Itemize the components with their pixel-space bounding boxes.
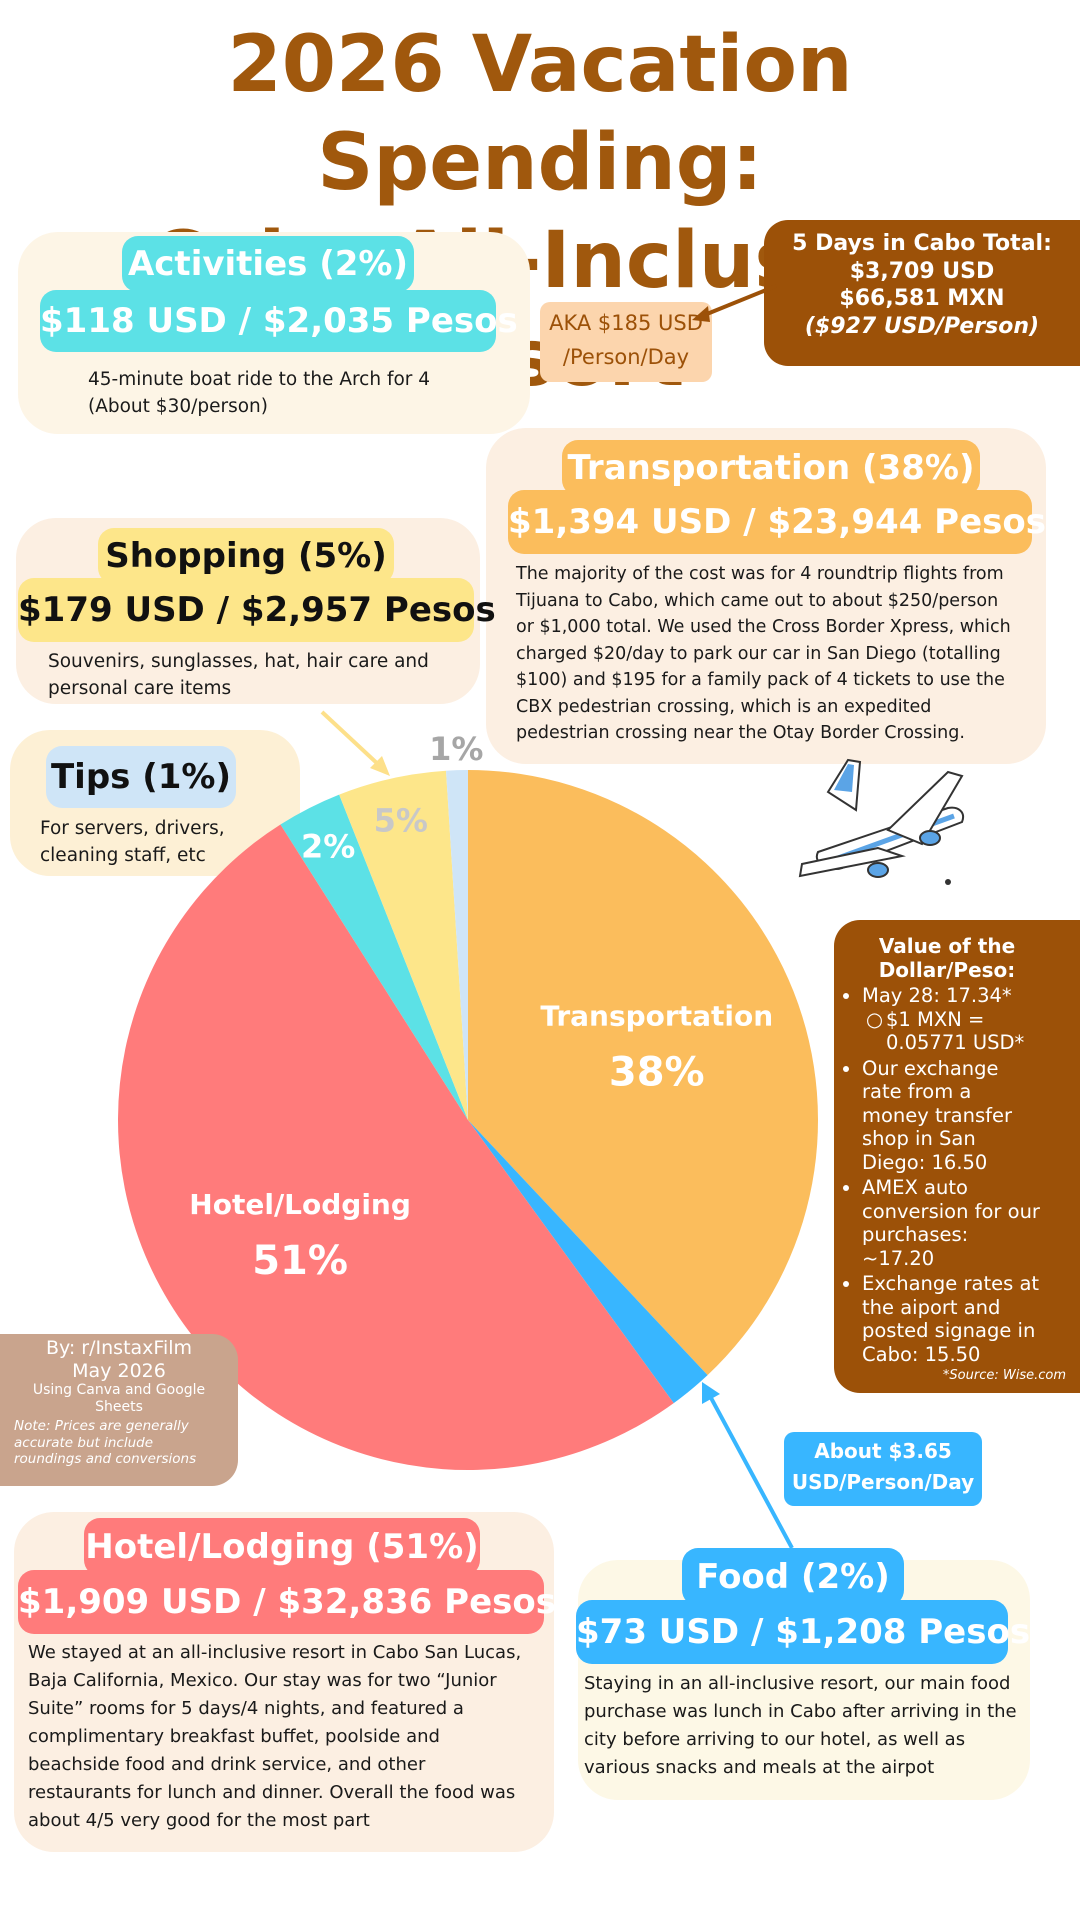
credit-note-line-2: accurate but include xyxy=(14,1434,154,1451)
credit-line-3: Using Canva and Google xyxy=(32,1382,206,1398)
transportation-desc-line: or $1,000 total. We used the Cross Borde… xyxy=(516,617,1011,637)
tips-description: For servers, drivers, cleaning staff, et… xyxy=(40,815,290,869)
exchange-item: Exchange rates at the aiport and posted … xyxy=(862,1272,1044,1366)
hotel-description: We stayed at an all-inclusive resort in … xyxy=(28,1639,554,1835)
exchange-rate-list: May 28: 17.34* ○ $1 MXN = 0.05771 USD* O… xyxy=(834,984,1080,1366)
exchange-rate-box: Value of the Dollar/Peso: May 28: 17.34*… xyxy=(834,920,1080,1393)
exchange-item: Our exchange rate from a money transfer … xyxy=(862,1057,1044,1175)
pie-percent-label: 2% xyxy=(301,828,355,866)
exchange-item: May 28: 17.34* ○ $1 MXN = 0.05771 USD* xyxy=(862,984,1080,1055)
pie-percent-label: 1% xyxy=(429,730,483,768)
exchange-item: AMEX auto conversion for our purchases: … xyxy=(862,1176,1044,1270)
activities-description: 45-minute boat ride to the Arch for 4 (A… xyxy=(88,366,508,420)
transportation-desc-line: $100) and $195 for a family pack of 4 ti… xyxy=(516,670,1005,690)
exchange-title-line-1: Value of the xyxy=(878,934,1016,958)
food-amount: $73 USD / $1,208 Pesos xyxy=(576,1600,1030,1664)
transportation-amount: $1,394 USD / $23,944 Pesos xyxy=(508,490,1046,554)
hotel-desc-line: about 4/5 very good for the most part xyxy=(28,1810,370,1831)
credit-line-4: Sheets xyxy=(95,1399,143,1415)
exchange-sub-line-1: $1 MXN = xyxy=(886,1007,985,1031)
shopping-heading: Shopping (5%) xyxy=(98,528,394,584)
food-arrow xyxy=(702,1382,794,1549)
food-desc-line: Staying in an all-inclusive resort, our … xyxy=(584,1673,1011,1694)
spending-pie-chart: Transportation 38% Hotel/Lodging 51% 2% 5% 1% xyxy=(117,730,818,1471)
total-line-1: 5 Days in Cabo Total: xyxy=(792,231,1052,256)
activities-amount: $118 USD / $2,035 Pesos xyxy=(40,290,518,352)
per-person-day-box: AKA $185 USD /Person/Day xyxy=(540,302,712,382)
total-box: 5 Days in Cabo Total: $3,709 USD $66,581… xyxy=(764,220,1080,366)
hotel-desc-line: complimentary breakfast buffet, poolside… xyxy=(28,1726,440,1747)
transportation-description: The majority of the cost was for 4 round… xyxy=(516,561,1036,747)
exchange-title-line-2: Dollar/Peso: xyxy=(878,958,1016,982)
food-description: Staying in an all-inclusive resort, our … xyxy=(584,1670,1024,1782)
transportation-desc-line: charged $20/day to park our car in San D… xyxy=(516,643,1001,664)
credit-note-line-1: Note: Prices are generally xyxy=(14,1418,189,1434)
shopping-arrow xyxy=(320,710,390,776)
shopping-desc-line-1: Souvenirs, sunglasses, hat, hair care an… xyxy=(48,651,429,672)
credit-note-line-3: roundings and conversions xyxy=(14,1451,197,1467)
total-arrow xyxy=(692,284,777,322)
pie-svg: Transportation 38% Hotel/Lodging 51% 2% 5%1% xyxy=(117,730,818,1471)
tips-desc-line-1: For servers, drivers, xyxy=(40,818,225,839)
total-line-4: ($927 USD/Person) xyxy=(804,313,1040,339)
transportation-heading: Transportation (38%) xyxy=(562,440,980,496)
tips-heading: Tips (1%) xyxy=(46,746,236,808)
hotel-desc-line: We stayed at an all-inclusive resort in … xyxy=(28,1642,522,1663)
credit-line-2: May 2026 xyxy=(72,1360,166,1382)
hotel-desc-line: beachside food and drink service, and ot… xyxy=(28,1754,426,1775)
pie-slice-transportation xyxy=(468,770,818,1376)
food-desc-line: purchase was lunch in Cabo after arrivin… xyxy=(584,1701,1017,1722)
tips-desc-line-2: cleaning staff, etc xyxy=(40,845,206,866)
hotel-amount: $1,909 USD / $32,836 Pesos xyxy=(18,1570,556,1634)
food-callout-line-1: About $3.65 xyxy=(814,1439,952,1463)
activities-heading: Activities (2%) xyxy=(122,236,414,292)
pie-percent-label: 51% xyxy=(252,1238,348,1284)
aka-line-2: /Person/Day xyxy=(562,345,690,369)
shopping-desc-line-2: personal care items xyxy=(48,678,232,699)
credit-box: By: r/InstaxFilm May 2026 Using Canva an… xyxy=(0,1334,238,1486)
food-desc-line: various snacks and meals at the airpot xyxy=(584,1757,935,1778)
pie-name-label: Hotel/Lodging xyxy=(189,1188,411,1221)
pie-percent-label: 38% xyxy=(609,1049,705,1095)
food-per-person-callout: About $3.65 USD/Person/Day xyxy=(784,1432,982,1506)
pie-slice-tips xyxy=(446,770,468,1120)
transportation-desc-line: Tijuana to Cabo, which came out to about… xyxy=(516,590,999,611)
credit-line-1: By: r/InstaxFilm xyxy=(45,1337,193,1359)
exchange-sub-line-2: 0.05771 USD* xyxy=(886,1031,1025,1054)
food-callout-line-2: USD/Person/Day xyxy=(791,1470,975,1494)
shopping-amount: $179 USD / $2,957 Pesos xyxy=(18,578,496,642)
shopping-description: Souvenirs, sunglasses, hat, hair care an… xyxy=(48,648,468,702)
title-line-1: 2026 Vacation Spending: xyxy=(227,20,853,208)
hotel-heading: Hotel/Lodging (51%) xyxy=(84,1518,480,1576)
pie-slice-hotel-lodging xyxy=(117,824,674,1471)
hotel-desc-line: Suite” rooms for 5 days/4 nights, and fe… xyxy=(28,1698,464,1719)
transportation-desc-line: pedestrian crossing near the Otay Border… xyxy=(516,723,965,743)
circle-bullet-icon: ○ xyxy=(866,1007,884,1031)
food-desc-line: city before arriving to our hotel, as we… xyxy=(584,1729,966,1750)
pie-slice-activities xyxy=(280,794,468,1120)
exchange-source: *Source: Wise.com xyxy=(942,1368,1066,1383)
activities-desc-line-1: 45-minute boat ride to the Arch for 4 xyxy=(88,369,431,390)
transportation-desc-line: CBX pedestrian crossing, which is an exp… xyxy=(516,696,932,717)
pie-percent-label: 5% xyxy=(374,801,428,839)
airplane-icon xyxy=(798,758,964,885)
pie-name-label: Transportation xyxy=(540,999,773,1032)
exchange-item-text: May 28: 17.34* xyxy=(862,984,1012,1007)
total-line-2: $3,709 USD xyxy=(849,258,995,284)
aka-line-1: AKA $185 USD xyxy=(549,311,703,335)
activities-desc-line-2: (About $30/person) xyxy=(88,396,268,417)
pie-slice-shopping xyxy=(339,770,468,1120)
transportation-desc-line: The majority of the cost was for 4 round… xyxy=(516,564,1004,584)
total-line-3: $66,581 MXN xyxy=(839,286,1005,311)
hotel-desc-line: Baja California, Mexico. Our stay was fo… xyxy=(28,1670,497,1691)
food-heading: Food (2%) xyxy=(682,1548,904,1606)
pie-slice-food xyxy=(468,1120,708,1404)
hotel-desc-line: restaurants for lunch and dinner. Overal… xyxy=(28,1782,516,1803)
